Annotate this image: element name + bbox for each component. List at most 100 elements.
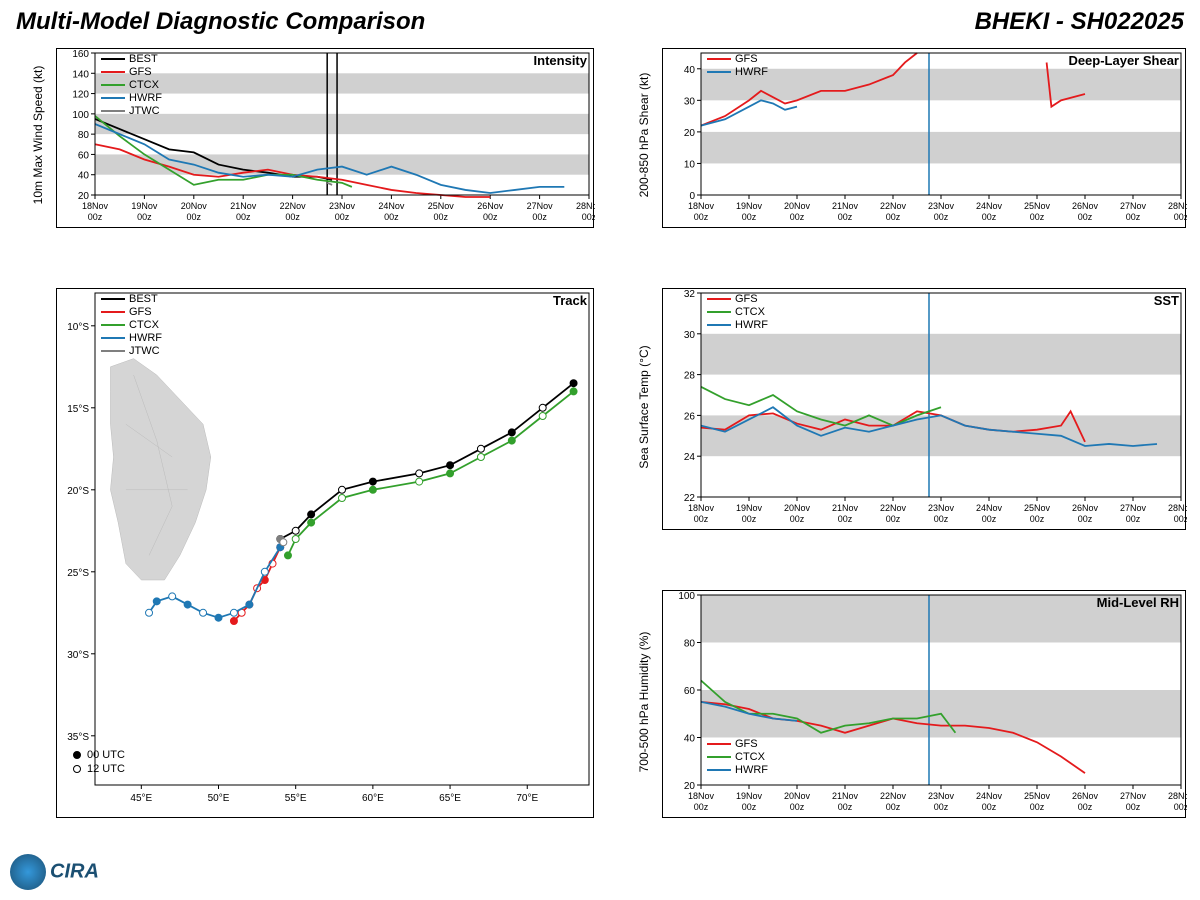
svg-text:00z: 00z	[1126, 802, 1141, 812]
legend-label: HWRF	[129, 92, 162, 104]
legend-item-hwrf: HWRF	[707, 764, 768, 776]
svg-text:26: 26	[684, 411, 696, 422]
svg-text:55°E: 55°E	[285, 793, 307, 804]
legend-item-gfs: GFS	[707, 53, 768, 65]
svg-text:40: 40	[684, 734, 696, 745]
marker-label: 12 UTC	[87, 763, 125, 775]
svg-text:25Nov: 25Nov	[1024, 791, 1051, 801]
svg-text:70°E: 70°E	[516, 793, 538, 804]
svg-text:120: 120	[72, 90, 89, 101]
svg-text:00z: 00z	[694, 514, 709, 524]
legend-label: JTWC	[129, 345, 160, 357]
legend-item-hwrf: HWRF	[707, 66, 768, 78]
logo-area: CIRA	[10, 854, 99, 890]
svg-text:25Nov: 25Nov	[428, 201, 455, 211]
svg-text:00z: 00z	[742, 212, 757, 222]
svg-text:27Nov: 27Nov	[527, 201, 554, 211]
svg-text:00z: 00z	[1126, 212, 1141, 222]
legend-item-hwrf: HWRF	[101, 332, 162, 344]
legend-swatch	[101, 324, 125, 326]
svg-text:00z: 00z	[88, 212, 103, 222]
legend-label: BEST	[129, 53, 158, 65]
svg-text:00z: 00z	[1078, 514, 1093, 524]
svg-text:160: 160	[72, 49, 89, 60]
legend-label: GFS	[735, 53, 758, 65]
marker-legend-item: 12 UTC	[73, 763, 125, 775]
svg-text:23Nov: 23Nov	[928, 791, 955, 801]
sst-title: SST	[1154, 293, 1179, 308]
svg-text:00z: 00z	[137, 212, 152, 222]
legend-label: HWRF	[735, 319, 768, 331]
legend-label: JTWC	[129, 105, 160, 117]
track-marker-legend: 00 UTC12 UTC	[73, 749, 125, 777]
track-title: Track	[553, 293, 587, 308]
legend-swatch	[707, 324, 731, 326]
svg-text:20°S: 20°S	[67, 486, 89, 497]
legend-label: CTCX	[129, 319, 159, 331]
svg-text:28Nov: 28Nov	[1168, 503, 1187, 513]
svg-text:27Nov: 27Nov	[1120, 503, 1147, 513]
svg-text:80: 80	[78, 130, 90, 141]
svg-text:20Nov: 20Nov	[784, 791, 811, 801]
svg-text:19Nov: 19Nov	[736, 503, 763, 513]
legend-label: GFS	[735, 738, 758, 750]
legend-label: GFS	[129, 306, 152, 318]
rh-ylabel: 700-500 hPa Humidity (%)	[637, 602, 651, 802]
svg-text:00z: 00z	[532, 212, 547, 222]
svg-text:26Nov: 26Nov	[477, 201, 504, 211]
svg-text:30°S: 30°S	[67, 650, 89, 661]
intensity-panel: 2040608010012014016018Nov00z19Nov00z20No…	[56, 48, 594, 228]
svg-text:00z: 00z	[886, 514, 901, 524]
svg-text:00z: 00z	[1174, 212, 1187, 222]
svg-text:35°S: 35°S	[67, 732, 89, 743]
svg-text:00z: 00z	[982, 212, 997, 222]
svg-text:00z: 00z	[886, 212, 901, 222]
svg-text:00z: 00z	[982, 802, 997, 812]
marker-icon	[73, 765, 81, 773]
legend-swatch	[101, 84, 125, 86]
svg-text:30: 30	[684, 330, 696, 341]
legend-swatch	[101, 110, 125, 112]
svg-text:21Nov: 21Nov	[832, 503, 859, 513]
svg-text:00z: 00z	[694, 212, 709, 222]
svg-text:20Nov: 20Nov	[784, 201, 811, 211]
legend-item-best: BEST	[101, 53, 162, 65]
svg-text:00z: 00z	[187, 212, 202, 222]
legend-item-ctcx: CTCX	[101, 319, 162, 331]
track-chart: 10°S15°S20°S25°S30°S35°S45°E50°E55°E60°E…	[57, 289, 595, 819]
legend-label: BEST	[129, 293, 158, 305]
legend-swatch	[707, 71, 731, 73]
svg-text:24Nov: 24Nov	[976, 201, 1003, 211]
svg-text:00z: 00z	[838, 802, 853, 812]
legend-label: HWRF	[129, 332, 162, 344]
svg-text:00z: 00z	[1174, 514, 1187, 524]
legend-label: HWRF	[735, 66, 768, 78]
svg-text:26Nov: 26Nov	[1072, 201, 1099, 211]
legend-item-best: BEST	[101, 293, 162, 305]
legend-swatch	[101, 58, 125, 60]
svg-text:100: 100	[678, 591, 695, 602]
svg-text:00z: 00z	[694, 802, 709, 812]
svg-text:20: 20	[684, 128, 696, 139]
svg-text:140: 140	[72, 69, 89, 80]
legend-item-gfs: GFS	[101, 66, 162, 78]
svg-text:00z: 00z	[434, 212, 449, 222]
legend-item-jtwc: JTWC	[101, 345, 162, 357]
main-title: Multi-Model Diagnostic Comparison	[16, 8, 425, 36]
svg-text:20Nov: 20Nov	[784, 503, 811, 513]
svg-text:00z: 00z	[742, 514, 757, 524]
legend-item-jtwc: JTWC	[101, 105, 162, 117]
legend-label: HWRF	[735, 764, 768, 776]
svg-text:23Nov: 23Nov	[928, 201, 955, 211]
legend-item-ctcx: CTCX	[707, 306, 768, 318]
svg-text:00z: 00z	[1030, 514, 1045, 524]
svg-text:24Nov: 24Nov	[976, 503, 1003, 513]
cira-logo-text: CIRA	[50, 860, 99, 882]
legend-item-ctcx: CTCX	[101, 79, 162, 91]
legend-swatch	[707, 756, 731, 758]
legend-item-gfs: GFS	[707, 738, 768, 750]
svg-text:15°S: 15°S	[67, 404, 89, 415]
svg-text:26Nov: 26Nov	[1072, 503, 1099, 513]
svg-text:40: 40	[684, 65, 696, 76]
shear-panel: 01020304018Nov00z19Nov00z20Nov00z21Nov00…	[662, 48, 1186, 228]
